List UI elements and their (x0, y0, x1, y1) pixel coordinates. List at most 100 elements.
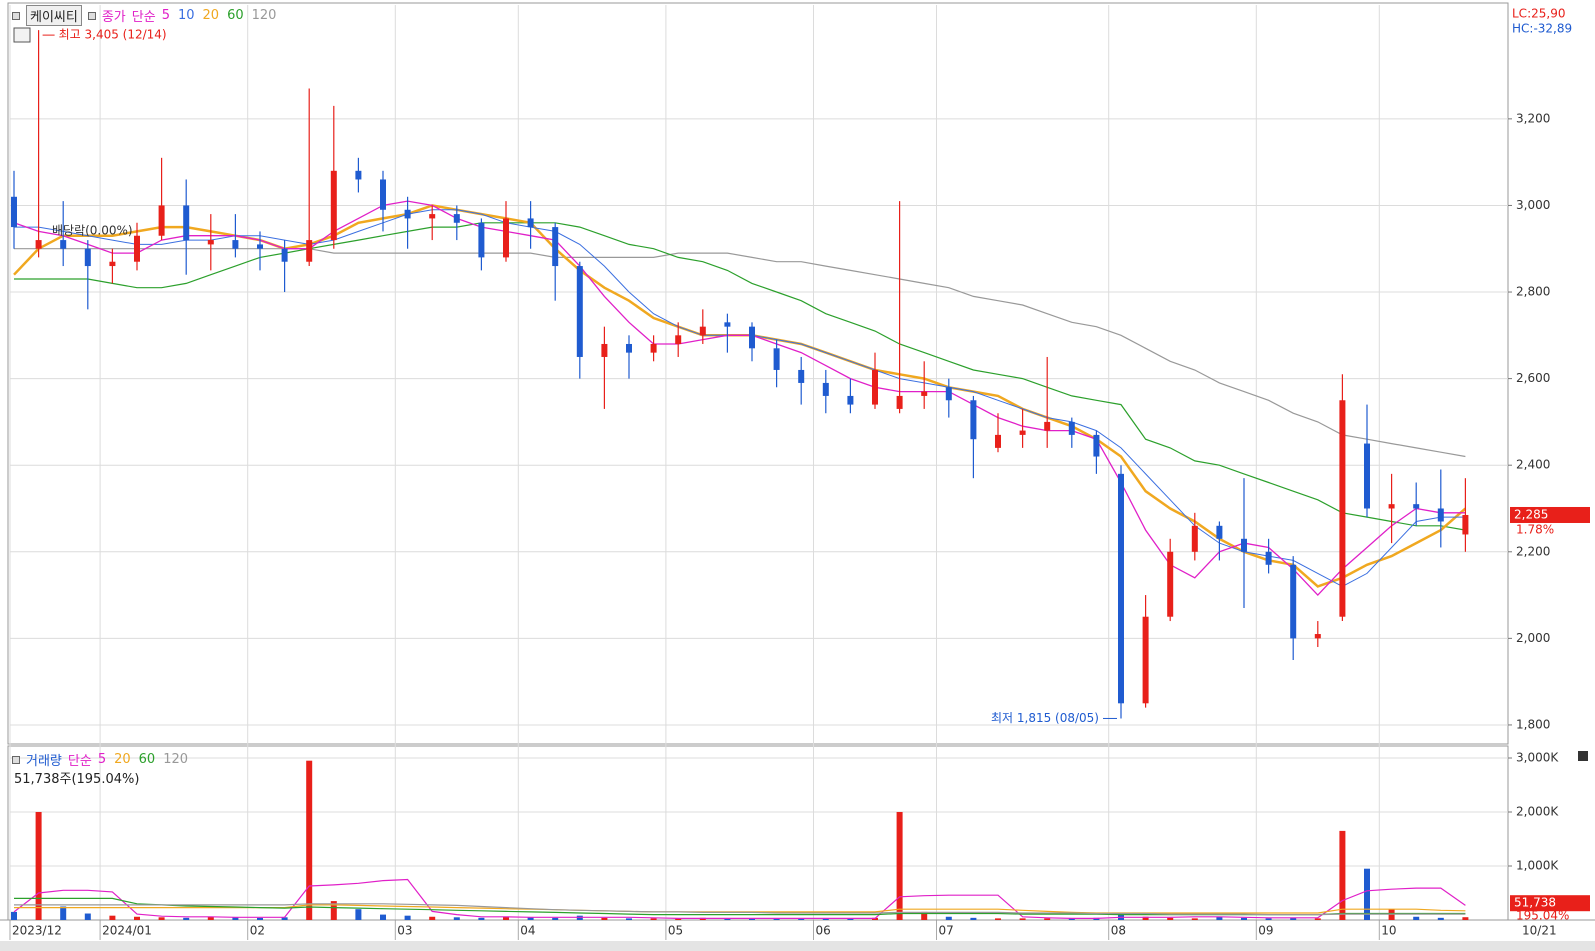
candle-body (478, 222, 485, 258)
table-icon[interactable] (13, 27, 31, 43)
volume-bar (109, 915, 116, 920)
candle-body (1068, 421, 1075, 435)
volume-bar (995, 918, 1001, 920)
candle-body (35, 240, 42, 249)
candle-body (995, 434, 1001, 448)
volume-bar (478, 917, 485, 920)
candle-body (847, 395, 854, 405)
candle-body (896, 395, 903, 409)
volume-ratio-label: 195.04% (1516, 909, 1569, 923)
legend-entry: 20 (202, 8, 220, 23)
volume-average-line (14, 903, 1466, 916)
volume-bar (306, 760, 313, 920)
candle-body (207, 240, 214, 245)
candle-body (503, 218, 509, 258)
volume-bar (724, 918, 731, 920)
volume-bar (1191, 918, 1198, 920)
volume-bar (1437, 917, 1444, 920)
x-tick-label: 07 (939, 924, 954, 938)
candle-body (1388, 504, 1395, 509)
candle-body (921, 391, 928, 396)
candle-body (1191, 525, 1198, 552)
candle-body (749, 326, 755, 349)
scrollbar[interactable] (0, 941, 1595, 951)
lc-label: LC:25,90 (1512, 7, 1565, 21)
legend-square (12, 755, 20, 764)
candle-body (970, 400, 977, 440)
legend-entry: 120 (251, 8, 277, 23)
stock-name[interactable]: 케이씨티 (26, 5, 82, 26)
close-icon[interactable] (1578, 751, 1588, 761)
legend-entry: 5 (97, 752, 107, 767)
volume-bar (749, 918, 755, 920)
x-tick-label: 02 (250, 924, 265, 938)
volume-bar (1216, 916, 1223, 920)
volume-bar (822, 918, 829, 920)
y-tick-label: 1,000K (1516, 858, 1559, 872)
candle-body (527, 218, 534, 228)
volume-bar (1167, 917, 1174, 920)
volume-bar (601, 917, 608, 920)
candle-body (1462, 514, 1469, 535)
candle-body (1364, 443, 1370, 509)
volume-bar (183, 917, 190, 920)
candle-body (945, 387, 952, 401)
candle-body (429, 214, 436, 219)
price-panel-frame (7, 2, 1509, 745)
volume-bar (404, 915, 411, 920)
candle-body (1241, 538, 1247, 552)
volume-bar (1413, 916, 1420, 920)
volume-bar (232, 917, 239, 920)
volume-bar (1142, 916, 1149, 920)
last-volume-box (1510, 895, 1590, 912)
legend-text: 단순 (131, 10, 156, 25)
moving-average-line (14, 222, 1466, 531)
volume-bar (626, 918, 632, 920)
volume-bar (650, 918, 657, 920)
volume-bar (355, 909, 362, 920)
candle-body (1339, 400, 1346, 617)
high-annotation: 최고 3,405 (12/14) (59, 28, 167, 42)
change-label: 1.78% (1516, 522, 1554, 536)
candle-body (158, 205, 165, 236)
candle-body (60, 240, 67, 249)
candle-body (601, 343, 608, 357)
volume-bar (1241, 917, 1247, 920)
volume-bar (35, 811, 42, 920)
candle-body (1437, 508, 1444, 522)
candle-body (822, 382, 829, 396)
legend-entry: 60 (138, 752, 156, 767)
volume-bar (257, 917, 263, 920)
x-tick-label: 09 (1258, 924, 1273, 938)
candle-body (1118, 473, 1124, 704)
legend-entry: 120 (163, 752, 189, 767)
volume-bar (1290, 917, 1297, 920)
moving-average-line (13, 200, 1466, 597)
legend-square (12, 11, 20, 20)
volume-bar (453, 917, 460, 920)
x-tick-label: 06 (816, 924, 831, 938)
last-price-label: 2,285 (1514, 507, 1548, 521)
volume-bar (1044, 918, 1051, 920)
x-tick-label: 05 (668, 924, 683, 938)
x-tick-label: 10/21 (1522, 924, 1557, 938)
candle-body (330, 170, 337, 241)
x-tick-label: 08 (1111, 924, 1126, 938)
hc-label: HC:-32,89 (1512, 22, 1572, 36)
volume-bar (1068, 918, 1075, 920)
volume-bar (773, 918, 780, 920)
candle-body (773, 348, 780, 370)
candle-body (872, 369, 878, 405)
candle-body (650, 343, 657, 353)
price-legend: 케이씨티 종가 단순 5 10 20 60 120 (12, 5, 276, 26)
x-tick-label: 2024/01 (102, 924, 152, 938)
volume-bar (798, 918, 805, 920)
dividend-annotation: 배당락(0.00%) (52, 224, 133, 238)
volume-bar (1314, 918, 1321, 920)
y-tick-label: 2,000K (1516, 804, 1559, 818)
candle-body (1093, 434, 1100, 457)
volume-bar (675, 918, 682, 920)
y-tick-label: 2,600 (1516, 371, 1550, 385)
